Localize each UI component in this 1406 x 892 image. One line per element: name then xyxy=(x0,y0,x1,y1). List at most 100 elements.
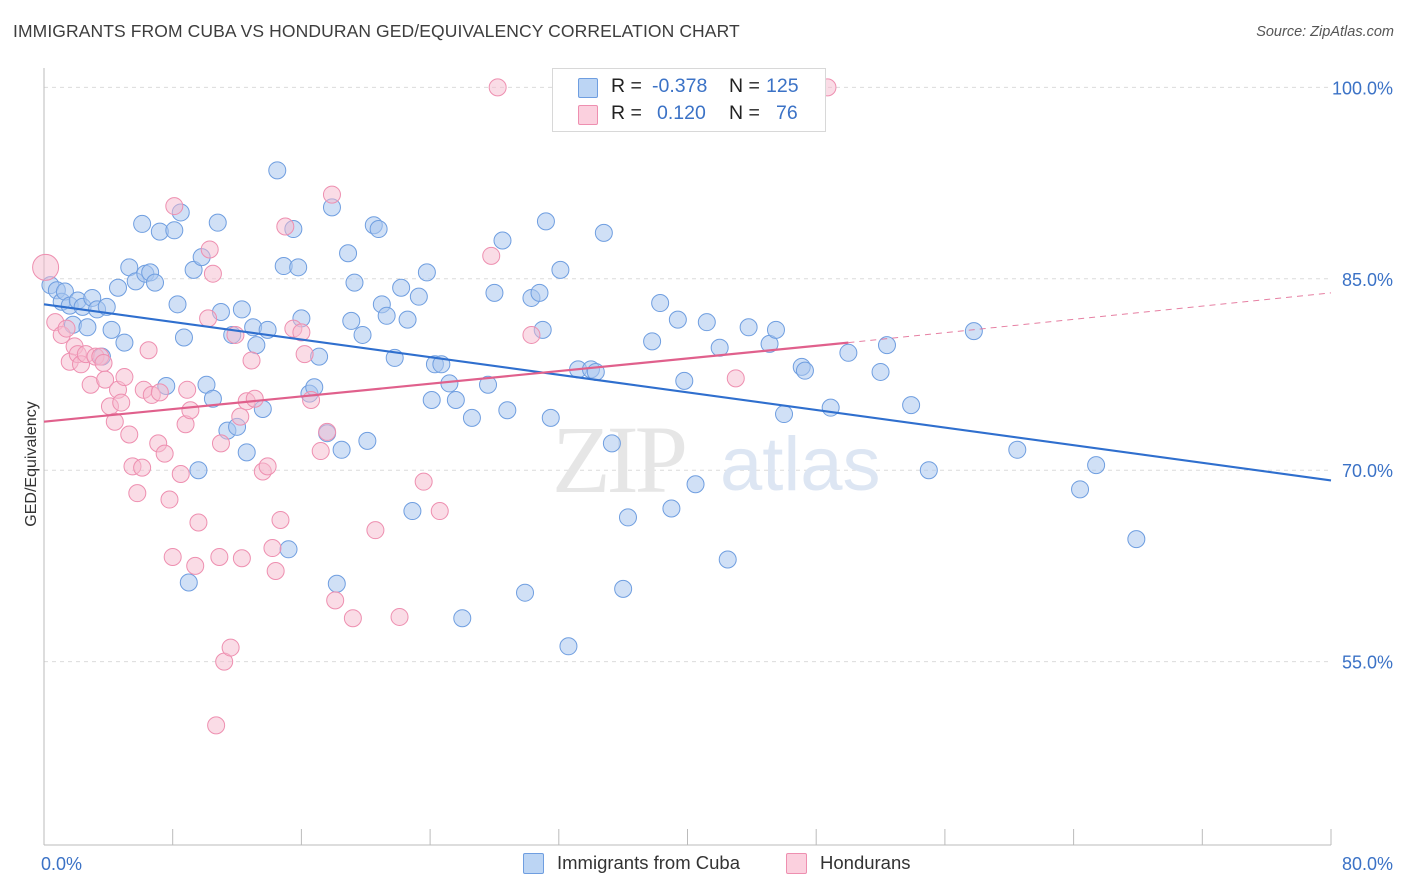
correlation-legend: R = -0.378 N = 125 R = 0.120 N = 76 xyxy=(552,68,826,132)
legend-r-value: -0.378 xyxy=(652,75,708,97)
data-point-honduran xyxy=(221,638,240,657)
data-point-honduran xyxy=(343,609,362,628)
data-point-honduran xyxy=(263,539,282,558)
data-point-cuba xyxy=(493,231,512,250)
data-point-cuba xyxy=(422,391,441,410)
data-point-honduran xyxy=(160,490,179,509)
data-point-cuba xyxy=(902,396,921,415)
data-point-honduran xyxy=(128,484,147,503)
data-point-cuba xyxy=(718,550,737,569)
data-point-honduran xyxy=(115,368,134,387)
data-point-honduran xyxy=(390,607,409,626)
data-point-honduran xyxy=(178,380,197,399)
data-point-honduran xyxy=(726,369,745,388)
data-point-cuba xyxy=(614,579,633,598)
legend-n-value: 76 xyxy=(776,102,798,124)
legend-swatch-cuba xyxy=(578,78,598,98)
data-point-cuba xyxy=(377,306,396,325)
data-point-honduran xyxy=(94,354,113,373)
data-point-cuba xyxy=(398,310,417,329)
legend-swatch-hond xyxy=(578,105,598,125)
data-point-cuba xyxy=(559,637,578,656)
data-point-honduran xyxy=(258,457,277,476)
legend-n-value: 125 xyxy=(766,75,799,97)
data-point-cuba xyxy=(766,320,785,339)
data-point-honduran xyxy=(210,547,229,566)
data-point-honduran xyxy=(150,383,169,402)
data-point-cuba xyxy=(795,361,814,380)
data-point-cuba xyxy=(697,313,716,332)
data-point-cuba xyxy=(516,583,535,602)
data-point-cuba xyxy=(877,336,896,355)
data-point-honduran xyxy=(295,345,314,364)
bottom-legend-swatch-hond xyxy=(786,853,807,874)
bottom-legend-swatch-cuba xyxy=(523,853,544,874)
data-point-cuba xyxy=(739,318,758,337)
data-point-cuba xyxy=(662,499,681,518)
data-point-cuba xyxy=(115,333,134,352)
y-tick-label: 85.0% xyxy=(1342,270,1393,290)
data-point-cuba xyxy=(417,263,436,282)
data-point-cuba xyxy=(403,502,422,521)
data-point-honduran xyxy=(242,351,261,370)
legend-row-hond: R = 0.120 N = 76 xyxy=(553,100,825,128)
data-point-cuba xyxy=(97,297,116,316)
data-point-cuba xyxy=(643,332,662,351)
data-point-cuba xyxy=(165,221,184,240)
data-point-cuba xyxy=(78,318,97,337)
data-point-cuba xyxy=(675,371,694,390)
data-point-cuba xyxy=(189,461,208,480)
legend-r-label: R = xyxy=(611,102,642,124)
data-point-cuba xyxy=(1008,440,1027,459)
data-point-cuba xyxy=(279,540,298,559)
data-point-honduran xyxy=(105,412,124,431)
data-point-honduran xyxy=(266,562,285,581)
y-tick-label: 100.0% xyxy=(1332,78,1393,98)
data-point-honduran xyxy=(232,549,251,568)
data-point-cuba xyxy=(174,328,193,347)
data-point-cuba xyxy=(479,375,498,394)
data-point-honduran xyxy=(96,370,115,389)
data-point-cuba xyxy=(541,408,560,427)
data-point-cuba xyxy=(1127,530,1146,549)
data-point-cuba xyxy=(919,461,938,480)
data-point-honduran xyxy=(120,425,139,444)
data-point-cuba xyxy=(462,408,481,427)
data-point-honduran xyxy=(322,185,341,204)
data-point-honduran xyxy=(165,197,184,216)
data-point-cuba xyxy=(551,260,570,279)
data-point-cuba xyxy=(109,278,128,297)
data-point-honduran xyxy=(271,510,290,529)
data-point-cuba xyxy=(232,300,251,319)
data-point-cuba xyxy=(247,336,266,355)
data-point-cuba xyxy=(203,389,222,408)
chart-title: IMMIGRANTS FROM CUBA VS HONDURAN GED/EQU… xyxy=(13,21,740,41)
data-point-honduran xyxy=(133,458,152,477)
data-point-honduran xyxy=(211,434,230,453)
y-axis-label: GED/Equivalency xyxy=(23,401,40,526)
data-point-cuba xyxy=(1087,456,1106,475)
honduran-points xyxy=(32,78,837,735)
data-point-honduran xyxy=(57,319,76,338)
watermark: ZIP atlas xyxy=(552,406,881,513)
data-point-cuba xyxy=(594,223,613,242)
data-point-cuba xyxy=(1071,480,1090,499)
data-point-cuba xyxy=(327,574,346,593)
y-tick-label: 55.0% xyxy=(1342,653,1393,673)
data-point-cuba xyxy=(133,214,152,233)
trend-line-honduran xyxy=(43,341,849,423)
trend-line-cuba xyxy=(43,303,1332,482)
data-point-cuba xyxy=(369,220,388,239)
data-point-honduran xyxy=(430,502,449,521)
data-point-cuba xyxy=(168,295,187,314)
bottom-legend-label-cuba: Immigrants from Cuba xyxy=(557,852,740,873)
data-point-cuba xyxy=(392,278,411,297)
data-point-cuba xyxy=(485,283,504,302)
data-point-cuba xyxy=(453,609,472,628)
data-point-honduran xyxy=(139,341,158,360)
data-point-cuba xyxy=(268,161,287,180)
data-point-honduran xyxy=(326,591,345,610)
data-point-cuba xyxy=(345,273,364,292)
data-point-cuba xyxy=(536,212,555,231)
